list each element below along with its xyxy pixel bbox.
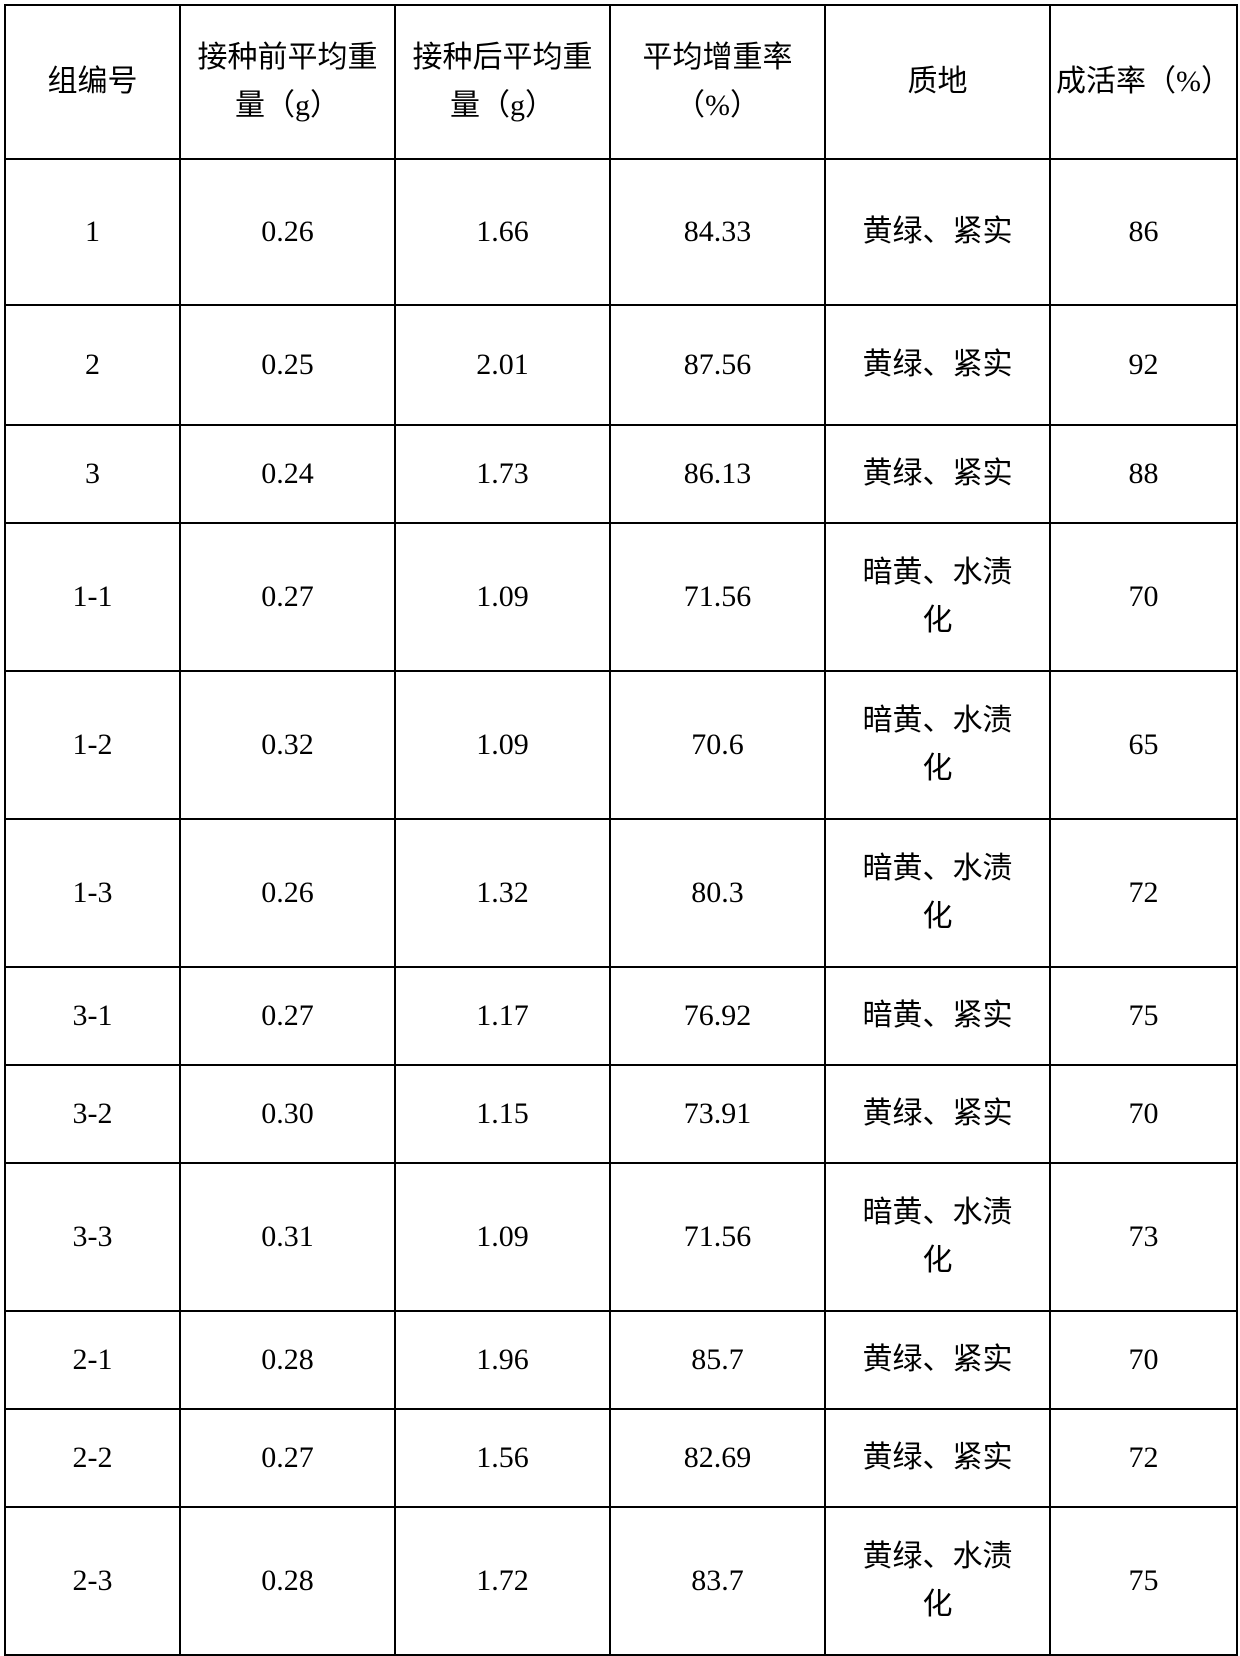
cell-group: 3: [5, 425, 180, 523]
cell-post: 1.72: [395, 1507, 610, 1655]
cell-survive: 92: [1050, 305, 1237, 425]
table-row: 1-10.271.0971.56暗黄、水渍化70: [5, 523, 1237, 671]
cell-texture: 暗黄、水渍化: [825, 671, 1050, 819]
cell-group: 1-3: [5, 819, 180, 967]
cell-group: 1: [5, 159, 180, 305]
cell-texture: 暗黄、水渍化: [825, 819, 1050, 967]
cell-gain: 76.92: [610, 967, 825, 1065]
table-row: 2-20.271.5682.69黄绿、紧实72: [5, 1409, 1237, 1507]
cell-pre: 0.27: [180, 1409, 395, 1507]
cell-post: 1.09: [395, 523, 610, 671]
data-table: 组编号 接种前平均重量（g） 接种后平均重量（g） 平均增重率（%） 质地 成活…: [4, 4, 1238, 1656]
table-row: 3-30.311.0971.56暗黄、水渍化73: [5, 1163, 1237, 1311]
cell-pre: 0.26: [180, 819, 395, 967]
cell-texture: 暗黄、水渍化: [825, 1163, 1050, 1311]
page: 组编号 接种前平均重量（g） 接种后平均重量（g） 平均增重率（%） 质地 成活…: [0, 0, 1240, 1534]
table-row: 20.252.0187.56黄绿、紧实92: [5, 305, 1237, 425]
cell-pre: 0.24: [180, 425, 395, 523]
cell-post: 1.15: [395, 1065, 610, 1163]
col-header-post: 接种后平均重量（g）: [395, 5, 610, 159]
cell-survive: 65: [1050, 671, 1237, 819]
cell-gain: 71.56: [610, 1163, 825, 1311]
cell-survive: 88: [1050, 425, 1237, 523]
table-row: 30.241.7386.13黄绿、紧实88: [5, 425, 1237, 523]
cell-survive: 72: [1050, 1409, 1237, 1507]
col-header-texture: 质地: [825, 5, 1050, 159]
cell-survive: 75: [1050, 967, 1237, 1065]
table-row: 2-10.281.9685.7黄绿、紧实70: [5, 1311, 1237, 1409]
cell-survive: 86: [1050, 159, 1237, 305]
cell-gain: 84.33: [610, 159, 825, 305]
col-header-group: 组编号: [5, 5, 180, 159]
cell-texture: 黄绿、紧实: [825, 159, 1050, 305]
cell-pre: 0.26: [180, 159, 395, 305]
cell-survive: 70: [1050, 523, 1237, 671]
cell-survive: 70: [1050, 1311, 1237, 1409]
cell-survive: 75: [1050, 1507, 1237, 1655]
cell-texture: 黄绿、紧实: [825, 425, 1050, 523]
cell-post: 2.01: [395, 305, 610, 425]
table-body: 10.261.6684.33黄绿、紧实8620.252.0187.56黄绿、紧实…: [5, 159, 1237, 1655]
table-row: 10.261.6684.33黄绿、紧实86: [5, 159, 1237, 305]
cell-pre: 0.31: [180, 1163, 395, 1311]
cell-texture: 暗黄、水渍化: [825, 523, 1050, 671]
cell-texture: 黄绿、紧实: [825, 1409, 1050, 1507]
cell-post: 1.09: [395, 1163, 610, 1311]
cell-pre: 0.28: [180, 1311, 395, 1409]
cell-group: 2-3: [5, 1507, 180, 1655]
cell-post: 1.73: [395, 425, 610, 523]
cell-survive: 73: [1050, 1163, 1237, 1311]
cell-gain: 71.56: [610, 523, 825, 671]
cell-group: 3-3: [5, 1163, 180, 1311]
table-row: 2-30.281.7283.7黄绿、水渍化75: [5, 1507, 1237, 1655]
col-header-pre: 接种前平均重量（g）: [180, 5, 395, 159]
cell-post: 1.56: [395, 1409, 610, 1507]
table-row: 3-10.271.1776.92暗黄、紧实75: [5, 967, 1237, 1065]
cell-gain: 86.13: [610, 425, 825, 523]
cell-post: 1.17: [395, 967, 610, 1065]
cell-pre: 0.30: [180, 1065, 395, 1163]
cell-gain: 83.7: [610, 1507, 825, 1655]
cell-group: 2-2: [5, 1409, 180, 1507]
cell-post: 1.32: [395, 819, 610, 967]
cell-gain: 70.6: [610, 671, 825, 819]
col-header-gain: 平均增重率（%）: [610, 5, 825, 159]
table-row: 3-20.301.1573.91黄绿、紧实70: [5, 1065, 1237, 1163]
cell-texture: 黄绿、紧实: [825, 1065, 1050, 1163]
cell-group: 2: [5, 305, 180, 425]
cell-group: 1-1: [5, 523, 180, 671]
cell-group: 3-1: [5, 967, 180, 1065]
cell-gain: 80.3: [610, 819, 825, 967]
cell-survive: 72: [1050, 819, 1237, 967]
cell-pre: 0.27: [180, 523, 395, 671]
cell-survive: 70: [1050, 1065, 1237, 1163]
cell-post: 1.09: [395, 671, 610, 819]
table-row: 1-20.321.0970.6暗黄、水渍化65: [5, 671, 1237, 819]
cell-group: 1-2: [5, 671, 180, 819]
cell-gain: 85.7: [610, 1311, 825, 1409]
cell-texture: 黄绿、紧实: [825, 1311, 1050, 1409]
table-row: 1-30.261.3280.3暗黄、水渍化72: [5, 819, 1237, 967]
table-header-row: 组编号 接种前平均重量（g） 接种后平均重量（g） 平均增重率（%） 质地 成活…: [5, 5, 1237, 159]
cell-group: 2-1: [5, 1311, 180, 1409]
cell-post: 1.66: [395, 159, 610, 305]
cell-texture: 黄绿、紧实: [825, 305, 1050, 425]
cell-group: 3-2: [5, 1065, 180, 1163]
cell-texture: 暗黄、紧实: [825, 967, 1050, 1065]
cell-pre: 0.28: [180, 1507, 395, 1655]
cell-gain: 87.56: [610, 305, 825, 425]
cell-gain: 82.69: [610, 1409, 825, 1507]
cell-pre: 0.32: [180, 671, 395, 819]
cell-post: 1.96: [395, 1311, 610, 1409]
col-header-survive: 成活率（%）: [1050, 5, 1237, 159]
cell-pre: 0.27: [180, 967, 395, 1065]
cell-gain: 73.91: [610, 1065, 825, 1163]
cell-pre: 0.25: [180, 305, 395, 425]
cell-texture: 黄绿、水渍化: [825, 1507, 1050, 1655]
